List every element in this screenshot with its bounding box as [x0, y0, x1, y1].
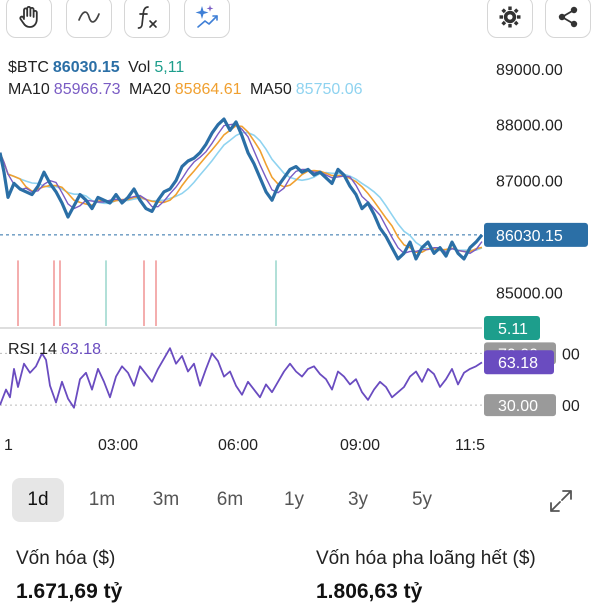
price-chart[interactable]: 89000.00 88000.00 87000.00 85000.00 86030.15… — [0, 48, 600, 464]
line-tool-button[interactable] — [66, 0, 112, 38]
range-6m-button[interactable]: 6m — [216, 489, 244, 510]
market-cap-label: Vốn hóa ($) — [16, 548, 116, 569]
legend-ma50-label: MA50 — [249, 81, 292, 98]
legend-ma20-value: 85864.61 — [174, 81, 242, 98]
legend-ma50-value: 85750.06 — [295, 81, 363, 98]
price-chart-canvas[interactable]: 89000.00 88000.00 87000.00 85000.00 86030.15… — [0, 48, 600, 464]
legend-ma10-value: 85966.73 — [53, 81, 121, 98]
price-tick-label: 87000.00 — [496, 174, 563, 191]
range-1d-button[interactable]: 1d — [12, 478, 64, 522]
time-tick-label: 09:00 — [340, 437, 380, 454]
ai-tool-button[interactable] — [184, 0, 230, 38]
rsi-axis-tick-30: 00 — [562, 398, 580, 415]
chart-toolbar — [0, 0, 600, 44]
rsi-axis-tick-70: 00 — [562, 346, 580, 363]
share-icon — [558, 6, 578, 28]
rsi-line — [0, 347, 483, 409]
rsi-value: 63.18 — [60, 341, 101, 358]
volume-badge — [484, 316, 540, 340]
legend-vol-value: 5,11 — [154, 59, 185, 76]
rsi-current-label: 63.18 — [498, 355, 538, 372]
function-icon — [137, 6, 157, 29]
ma50-line — [0, 131, 483, 252]
hand-icon — [19, 6, 38, 28]
rsi-30-badge — [484, 394, 556, 417]
legend-ma10-label: MA10 — [8, 81, 50, 98]
legend-price: 86030.15 — [52, 59, 120, 76]
chart-legend-row-1: $BTC 86030.15 Vol 5,11 — [8, 57, 188, 78]
range-5y-button[interactable]: 5y — [411, 489, 433, 510]
rsi-30-label: 30.00 — [498, 398, 538, 415]
settings-button[interactable] — [487, 0, 533, 38]
ma10-line — [0, 123, 483, 255]
range-3y-button[interactable]: 3y — [347, 489, 369, 510]
legend-vol-label: Vol — [128, 59, 151, 76]
price-tick-label: 88000.00 — [496, 118, 563, 135]
time-tick-label: 06:00 — [218, 437, 258, 454]
range-1y-button[interactable]: 1y — [283, 489, 305, 510]
expand-icon[interactable] — [548, 488, 574, 514]
rsi-label: RSI 14 — [8, 341, 57, 358]
line-icon — [78, 11, 100, 23]
share-button[interactable] — [545, 0, 591, 38]
market-cap-value: 1.671,69 tỷ — [16, 580, 123, 603]
time-tick-label: 03:00 — [98, 437, 138, 454]
time-tick-label: 11:5 — [455, 437, 485, 454]
price-tick-label: 85000.00 — [496, 285, 563, 302]
current-price-label: 86030.15 — [496, 228, 563, 245]
ma20-line — [0, 124, 483, 253]
chart-legend-row-2: MA10 85966.73 MA20 85864.61 MA50 85750.06 — [8, 79, 367, 100]
price-line — [0, 117, 484, 261]
hand-tool-button[interactable] — [6, 0, 52, 38]
rsi-legend: RSI 14 63.18 — [8, 339, 105, 360]
price-tick-label: 89000.00 — [496, 62, 563, 79]
current-price-badge — [484, 222, 588, 247]
range-3m-button[interactable]: 3m — [152, 489, 180, 510]
rsi-current-badge — [484, 350, 554, 375]
volume-badge-label: 5.11 — [498, 321, 528, 338]
sparkle-icon — [195, 5, 218, 28]
legend-symbol: $BTC — [8, 59, 49, 76]
gear-icon — [499, 6, 521, 28]
range-selector: 1d 1m 3m 6m 1y 3y 5y — [12, 478, 592, 522]
fdv-value: 1.806,63 tỷ — [316, 580, 423, 603]
time-tick-label: 1 — [4, 437, 13, 454]
range-1m-button[interactable]: 1m — [88, 489, 116, 510]
legend-ma20-label: MA20 — [128, 81, 171, 98]
function-tool-button[interactable] — [124, 0, 170, 38]
fdv-label: Vốn hóa pha loãng hết ($) — [316, 548, 536, 569]
